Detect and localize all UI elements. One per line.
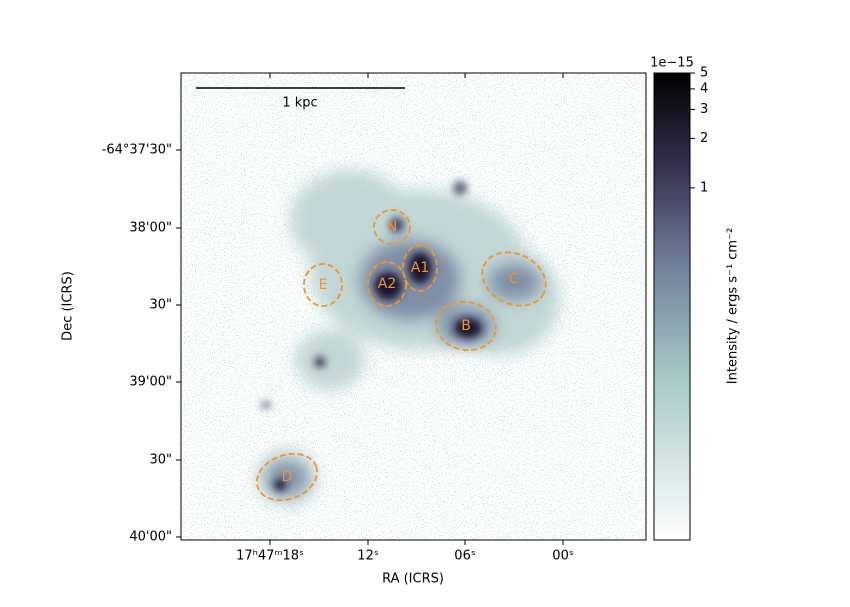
colorbar-tick-label: 2 — [700, 131, 708, 146]
colorbar-tick-label: 1 — [700, 180, 708, 195]
y-axis-label: Dec (ICRS) — [61, 271, 76, 341]
x-tick-label: 12ˢ — [357, 549, 379, 564]
colorbar — [653, 72, 691, 541]
y-tick-label: 30" — [149, 298, 172, 313]
y-tick-label: -64°37'30" — [102, 143, 172, 158]
y-tick-label: 38'00" — [129, 221, 172, 236]
y-tick-label: 30" — [149, 453, 172, 468]
x-ticks — [269, 73, 564, 545]
colorbar-tick-label: 5 — [700, 66, 708, 81]
colorbar-tick-label: 3 — [700, 102, 708, 117]
colorbar-offset: 1e−15 — [650, 56, 694, 71]
region-label: B — [461, 318, 471, 334]
colorbar-tick-label: 4 — [700, 81, 708, 96]
x-tick-label: 00ˢ — [552, 549, 574, 564]
region-label: A2 — [378, 276, 396, 292]
x-axis-label: RA (ICRS) — [382, 572, 444, 587]
axes-frame — [180, 72, 647, 541]
colorbar-label: Intensity / ergs s⁻¹ cm⁻² — [726, 228, 741, 384]
image — [181, 73, 646, 540]
region-label: C — [509, 271, 519, 287]
y-ticks — [176, 149, 181, 538]
region-label: D — [282, 469, 293, 485]
y-tick-label: 39'00" — [129, 375, 172, 390]
region-label: A1 — [411, 260, 429, 276]
y-tick-label: 40'00" — [129, 530, 172, 545]
x-tick-label: 06ˢ — [454, 549, 476, 564]
x-tick-label: 17ʰ47ᵐ18ˢ — [236, 549, 304, 564]
region-label: E — [319, 277, 328, 293]
region-label: N — [387, 219, 397, 235]
scale-bar-label: 1 kpc — [282, 96, 317, 111]
